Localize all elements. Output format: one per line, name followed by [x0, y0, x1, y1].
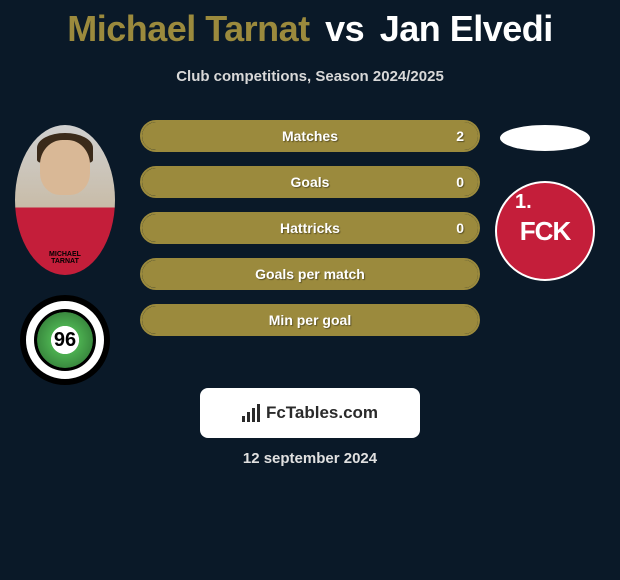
stat-label: Goals per match: [255, 266, 365, 282]
stat-label: Min per goal: [269, 312, 351, 328]
club-right-top: 1.: [515, 191, 532, 214]
club-left-inner: 96: [34, 309, 96, 371]
subtitle: Club competitions, Season 2024/2025: [0, 68, 620, 85]
stats-list: Matches 2 Goals 0 Hattricks 0 Goals per …: [140, 120, 480, 336]
title-vs: vs: [325, 8, 364, 49]
stat-value-right: 0: [456, 174, 464, 190]
footer-brand-badge: FcTables.com: [200, 388, 420, 438]
stat-value-right: 0: [456, 220, 464, 236]
page-title: Michael Tarnat vs Jan Elvedi: [0, 0, 620, 50]
footer-brand-text: FcTables.com: [266, 403, 378, 423]
stat-label: Goals: [291, 174, 330, 190]
stat-bar-matches: Matches 2: [140, 120, 480, 152]
title-player1: Michael Tarnat: [67, 8, 309, 49]
stat-label: Matches: [282, 128, 338, 144]
player1-firstname: MICHAEL: [15, 251, 115, 258]
club-left-label: 96: [54, 329, 76, 352]
player1-photo: MICHAEL TARNAT: [15, 125, 115, 275]
player1-lastname: TARNAT: [15, 258, 115, 265]
stat-bar-hattricks: Hattricks 0: [140, 212, 480, 244]
date-text: 12 september 2024: [0, 450, 620, 467]
stat-bar-goals-per-match: Goals per match: [140, 258, 480, 290]
title-player2: Jan Elvedi: [380, 8, 553, 49]
stat-bar-goals: Goals 0: [140, 166, 480, 198]
player1-face: [40, 140, 90, 195]
stat-bar-min-per-goal: Min per goal: [140, 304, 480, 336]
club-right-badge: 1. FCK: [495, 181, 595, 281]
stat-label: Hattricks: [280, 220, 340, 236]
club-left-badge: 96: [20, 295, 110, 385]
club-right-label: FCK: [520, 216, 570, 247]
stat-value-right: 2: [456, 128, 464, 144]
player1-name-label: MICHAEL TARNAT: [15, 251, 115, 265]
chart-icon: [242, 404, 260, 422]
left-column: MICHAEL TARNAT 96: [10, 125, 120, 385]
right-column: 1. FCK: [490, 125, 600, 281]
player2-photo-placeholder: [500, 125, 590, 151]
